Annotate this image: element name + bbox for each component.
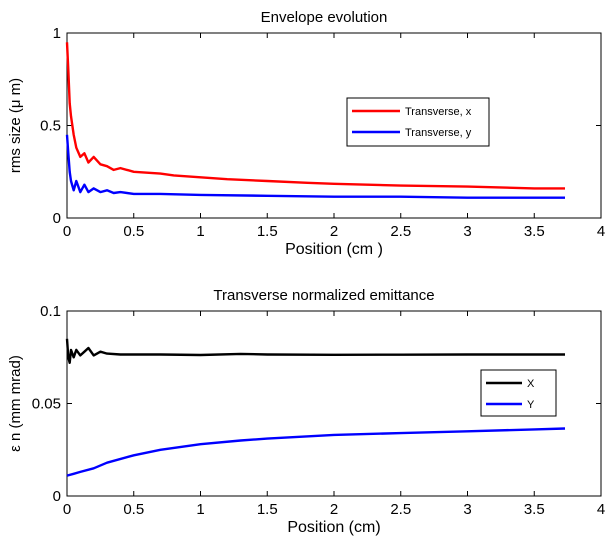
legend-label: X [527, 378, 535, 390]
y-tick-label: 0.5 [40, 118, 61, 135]
x-tick-label: 2 [330, 223, 338, 240]
legend: Transverse, x Transverse, y [346, 97, 490, 147]
x-axis-label: Position (cm) [287, 519, 380, 536]
x-axis-label: Position (cm ) [285, 241, 383, 258]
plot-area [66, 32, 602, 219]
x-tick-label: 4 [597, 501, 605, 518]
chart-panel-2: Transverse normalized emittance 0 0.5 1 1.5 2… [7, 287, 605, 536]
legend-label: Y [527, 399, 535, 411]
legend: XY [480, 369, 557, 417]
y-tick-label: 1 [53, 25, 61, 42]
y-axis-label: rms size (μ m) [7, 78, 24, 173]
y-tick-label: 0.05 [32, 396, 61, 413]
x-tick-label: 1 [196, 501, 204, 518]
series-line-transverse-y [65, 134, 565, 199]
x-tick-label: 3.5 [524, 223, 545, 240]
x-tick-label: 0 [63, 223, 71, 240]
x-tick-label: 1.5 [257, 501, 278, 518]
legend-box [480, 369, 557, 417]
y-axis-label: ε n (mm mrad) [7, 355, 24, 452]
x-tick-label: 3 [463, 501, 471, 518]
x-tick-label: 2 [330, 501, 338, 518]
x-tick-label: 3.5 [524, 501, 545, 518]
chart-title: Envelope evolution [261, 9, 388, 26]
chart-panel-1: Envelope evolution 0 0.5 1 1.5 2 2.5 3 3.5 4 0 0.5 1… [7, 9, 605, 258]
y-tick-label: 0.1 [40, 303, 61, 320]
x-tick-label: 2.5 [390, 501, 411, 518]
legend-box [346, 97, 490, 147]
x-tick-label: 0.5 [123, 501, 144, 518]
y-tick-label: 0 [53, 488, 61, 505]
x-tick-label: 0.5 [123, 223, 144, 240]
x-tick-label: 4 [597, 223, 605, 240]
x-tick-label: 0 [63, 501, 71, 518]
series-line-y [66, 427, 566, 477]
x-tick-label: 1.5 [257, 223, 278, 240]
y-tick-label: 0 [53, 210, 61, 227]
x-tick-label: 3 [463, 223, 471, 240]
series-line-x [65, 338, 565, 364]
x-tick-label: 2.5 [390, 223, 411, 240]
legend-label: Transverse, x [405, 106, 472, 118]
chart-title: Transverse normalized emittance [213, 287, 434, 304]
series-line-transverse-x [65, 42, 565, 190]
legend-label: Transverse, y [405, 127, 472, 139]
x-tick-label: 1 [196, 223, 204, 240]
